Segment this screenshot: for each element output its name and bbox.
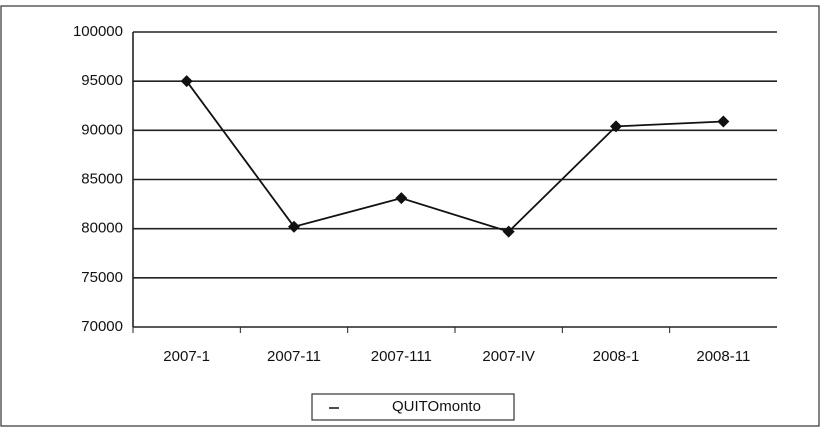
- series-line: [185, 80, 724, 233]
- x-tick-label: 2008-11: [696, 348, 750, 365]
- x-tick-label: 2007-1: [163, 348, 210, 365]
- y-tick-label: 70000: [81, 318, 123, 335]
- data-point: [502, 225, 515, 238]
- x-tick-label: 2007-IV: [482, 348, 535, 365]
- chart-frame: [0, 5, 820, 427]
- legend: QUITOmonto: [311, 393, 515, 421]
- y-tick-label: 85000: [81, 170, 123, 187]
- data-point: [180, 75, 193, 88]
- y-tick-label: 100000: [73, 23, 123, 40]
- data-point: [395, 192, 408, 205]
- x-tick-label: 2008-1: [593, 348, 640, 365]
- y-tick-label: 95000: [81, 72, 123, 89]
- legend-box: [311, 393, 515, 421]
- y-tick-label: 80000: [81, 220, 123, 237]
- x-tick-label: 2007-11: [267, 348, 321, 365]
- y-tick-label: 90000: [81, 121, 123, 138]
- legend-label: QUITOmonto: [392, 398, 481, 415]
- data-point: [288, 220, 300, 233]
- data-point: [717, 115, 730, 128]
- y-tick-label: 75000: [81, 269, 123, 286]
- data-point: [610, 120, 622, 133]
- x-tick-label: 2007-111: [371, 348, 432, 365]
